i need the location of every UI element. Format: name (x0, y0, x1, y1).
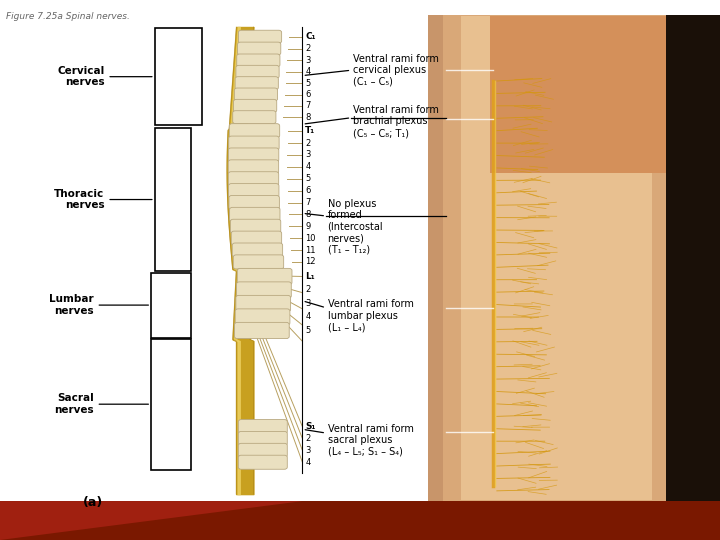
Text: Thoracic
nerves: Thoracic nerves (54, 188, 152, 210)
Text: 8: 8 (305, 210, 310, 219)
Bar (151, 273, 191, 338)
Text: L₁: L₁ (305, 272, 315, 281)
Text: 4: 4 (305, 68, 310, 76)
Text: S₁: S₁ (305, 422, 315, 431)
FancyBboxPatch shape (238, 420, 287, 434)
Bar (443, 15, 713, 501)
Text: 2: 2 (305, 286, 310, 294)
FancyBboxPatch shape (230, 219, 281, 233)
Bar (151, 339, 191, 470)
Text: 2: 2 (305, 434, 310, 443)
FancyBboxPatch shape (236, 65, 279, 78)
FancyBboxPatch shape (238, 30, 282, 43)
FancyBboxPatch shape (233, 243, 283, 257)
FancyBboxPatch shape (228, 172, 279, 186)
Text: 4: 4 (305, 163, 310, 171)
FancyBboxPatch shape (235, 309, 290, 325)
Bar (58, 15, 662, 501)
Text: 7: 7 (305, 198, 310, 207)
FancyBboxPatch shape (235, 77, 279, 90)
Text: Lumbar
nerves: Lumbar nerves (49, 294, 148, 316)
FancyBboxPatch shape (238, 455, 287, 469)
FancyBboxPatch shape (234, 88, 277, 101)
FancyBboxPatch shape (237, 282, 292, 298)
FancyBboxPatch shape (229, 195, 279, 210)
Bar (155, 128, 191, 271)
Text: 9: 9 (305, 222, 310, 231)
Text: 6: 6 (305, 90, 310, 99)
Text: 5: 5 (305, 326, 310, 335)
Text: 2: 2 (305, 44, 310, 53)
Bar (428, 15, 720, 501)
FancyBboxPatch shape (229, 124, 279, 138)
Text: 3: 3 (305, 56, 310, 65)
FancyBboxPatch shape (233, 255, 284, 269)
Text: 3: 3 (305, 151, 310, 159)
Bar (490, 16, 720, 173)
FancyBboxPatch shape (233, 111, 276, 124)
Text: Cervical
nerves: Cervical nerves (57, 66, 152, 87)
Text: 7: 7 (305, 102, 310, 110)
FancyBboxPatch shape (235, 322, 289, 339)
Text: 6: 6 (305, 186, 310, 195)
Text: 11: 11 (305, 246, 316, 254)
FancyBboxPatch shape (233, 99, 276, 112)
Text: 3: 3 (305, 446, 310, 455)
Bar (461, 16, 652, 500)
Text: 4: 4 (305, 313, 310, 321)
Text: 12: 12 (305, 258, 316, 266)
Text: 5: 5 (305, 79, 310, 87)
Text: Ventral rami form
sacral plexus
(L₄ – L₅; S₁ – S₄): Ventral rami form sacral plexus (L₄ – L₅… (328, 423, 413, 457)
FancyBboxPatch shape (237, 54, 280, 67)
Text: 5: 5 (305, 174, 310, 183)
Bar (666, 15, 720, 501)
FancyBboxPatch shape (229, 136, 279, 150)
FancyBboxPatch shape (238, 42, 281, 55)
FancyBboxPatch shape (238, 268, 292, 285)
Text: 2: 2 (305, 139, 310, 147)
FancyBboxPatch shape (230, 207, 280, 221)
Text: No plexus
formed
(Intercostal
nerves)
(T₁ – T₁₂): No plexus formed (Intercostal nerves) (T… (328, 199, 383, 255)
Text: Ventral rami form
lumbar plexus
(L₁ – L₄): Ventral rami form lumbar plexus (L₁ – L₄… (328, 299, 413, 333)
FancyBboxPatch shape (228, 184, 279, 198)
Text: 3: 3 (305, 299, 310, 308)
Text: Sacral
nerves: Sacral nerves (54, 393, 148, 415)
FancyBboxPatch shape (236, 295, 291, 312)
Text: T₁: T₁ (305, 126, 315, 135)
Bar (0, 501, 720, 540)
Polygon shape (0, 501, 302, 540)
Text: C₁: C₁ (305, 32, 316, 41)
FancyBboxPatch shape (228, 148, 279, 162)
Text: Ventral rami form
brachial plexus
(C₅ – C₈; T₁): Ventral rami form brachial plexus (C₅ – … (353, 105, 438, 138)
FancyBboxPatch shape (231, 231, 282, 245)
Text: Ventral rami form
cervical plexus
(C₁ – C₅): Ventral rami form cervical plexus (C₁ – … (353, 53, 438, 87)
Text: 8: 8 (305, 113, 310, 122)
FancyBboxPatch shape (238, 431, 287, 446)
Text: Figure 7.25a Spinal nerves.: Figure 7.25a Spinal nerves. (6, 12, 130, 21)
Text: (a): (a) (83, 496, 103, 509)
FancyBboxPatch shape (228, 160, 279, 174)
Text: 4: 4 (305, 458, 310, 467)
Bar (155, 28, 202, 125)
FancyBboxPatch shape (238, 443, 287, 457)
Text: 10: 10 (305, 234, 316, 242)
